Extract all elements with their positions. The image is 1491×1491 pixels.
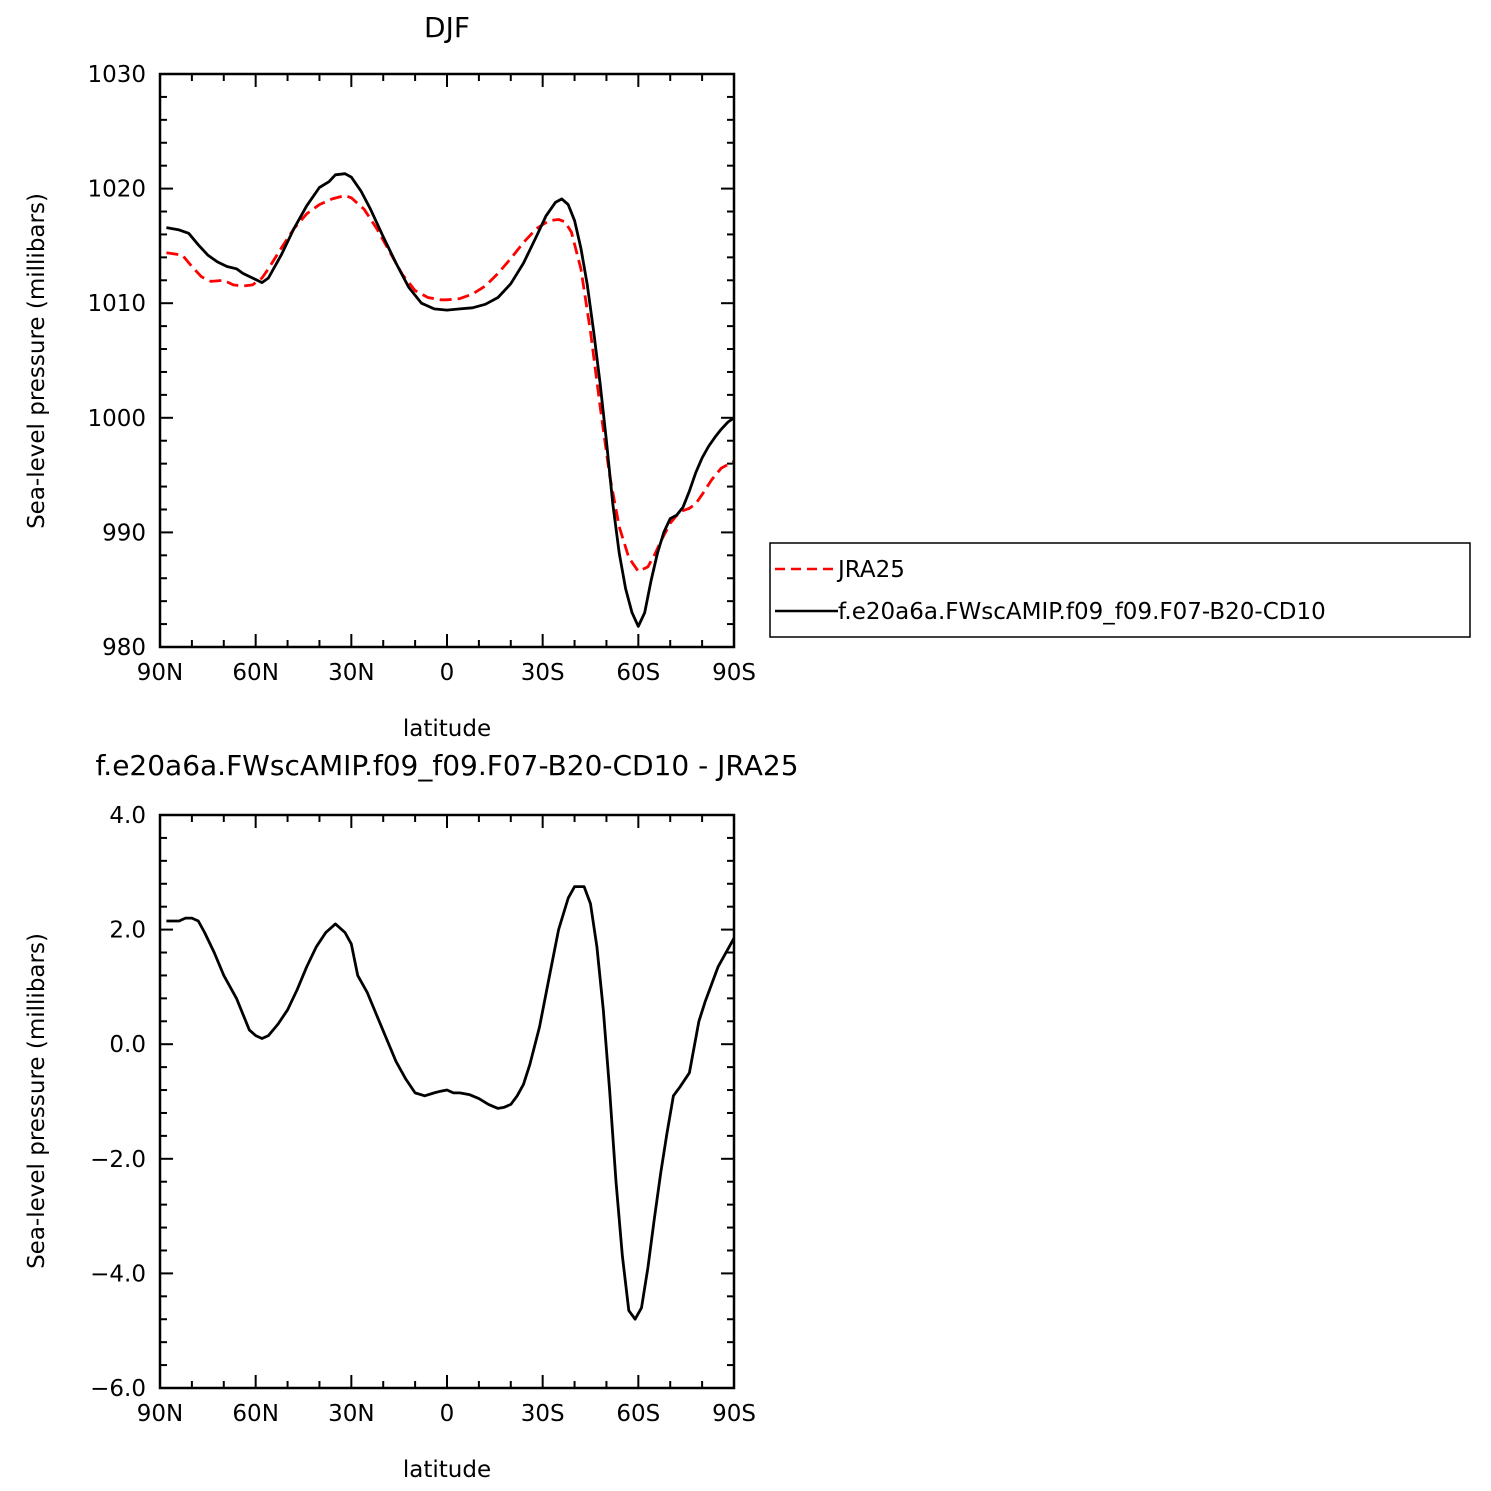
bottom-x-tick-label: 60S: [616, 1401, 660, 1427]
top-panel-tick-labels: 90N 60N 30N 0 30S 60S 90S 980 990 1000 1010 1020 103…: [87, 62, 755, 686]
bottom-plot-frame: [158, 813, 736, 1390]
bottom-x-tick-label: 0: [440, 1401, 455, 1427]
bottom-x-tick-label: 90N: [137, 1401, 183, 1427]
legend-box: [769, 542, 1471, 638]
bottom-y-tick-label: 0.0: [109, 1032, 146, 1058]
bottom-y-tick-label: 2.0: [109, 918, 146, 944]
bottom-x-tick-label: 30N: [328, 1401, 374, 1427]
top-x-tick-label: 60N: [232, 660, 278, 686]
top-x-axis-label: latitude: [403, 716, 491, 742]
bottom-y-tick-label: −4.0: [90, 1261, 146, 1287]
bottom-panel-tick-labels: 90N 60N 30N 0 30S 60S 90S −6.0 −4.0 −2.0 0.0 2.0 4.0: [90, 803, 756, 1427]
top-x-tick-label: 90N: [137, 660, 183, 686]
top-x-tick-label: 60S: [616, 660, 660, 686]
bottom-panel: f.e20a6a.FWscAMIP.f09_f09.F07-B20-CD10 -…: [24, 749, 799, 1483]
bottom-panel-series: [166, 885, 736, 1321]
bottom-panel-title: f.e20a6a.FWscAMIP.f09_f09.F07-B20-CD10 -…: [95, 749, 798, 782]
top-x-tick-label: 30N: [328, 660, 374, 686]
legend-label-model: f.e20a6a.FWscAMIP.f09_f09.F07-B20-CD10: [838, 599, 1326, 625]
bottom-x-tick-label: 60N: [232, 1401, 278, 1427]
top-y-tick-label: 990: [102, 520, 146, 546]
top-panel-series: [166, 172, 735, 628]
bottom-panel-ticks: [159, 814, 735, 1389]
top-y-axis-label: Sea-level pressure (millibars): [24, 193, 50, 529]
top-panel-title: DJF: [424, 11, 470, 44]
bottom-y-tick-label: 4.0: [109, 803, 146, 829]
bottom-x-axis-label: latitude: [403, 1457, 491, 1483]
top-panel: DJF 90N 60N 30N 0 30S 60S 90S 980 990 1000 1010 102…: [24, 11, 1471, 742]
legend: JRA25 f.e20a6a.FWscAMIP.f09_f09.F07-B20-…: [769, 542, 1471, 638]
top-y-tick-label: 980: [102, 635, 146, 661]
top-plot-frame: [158, 72, 736, 649]
bottom-y-tick-label: −6.0: [90, 1376, 146, 1402]
top-y-tick-label: 1000: [87, 406, 146, 432]
top-panel-ticks: [159, 73, 735, 648]
top-x-tick-label: 90S: [712, 660, 756, 686]
top-y-tick-label: 1030: [87, 62, 146, 88]
top-series-line-0: [166, 194, 735, 573]
top-x-tick-label: 30S: [521, 660, 565, 686]
top-y-tick-label: 1010: [87, 291, 146, 317]
bottom-y-tick-label: −2.0: [90, 1147, 146, 1173]
bottom-y-axis-label: Sea-level pressure (millibars): [24, 933, 50, 1269]
bottom-x-tick-label: 30S: [521, 1401, 565, 1427]
legend-label-jra25: JRA25: [836, 557, 905, 583]
top-series-line-1: [166, 172, 735, 628]
bottom-series-line-0: [166, 885, 736, 1321]
bottom-x-tick-label: 90S: [712, 1401, 756, 1427]
top-x-tick-label: 0: [440, 660, 455, 686]
top-y-tick-label: 1020: [87, 177, 146, 203]
